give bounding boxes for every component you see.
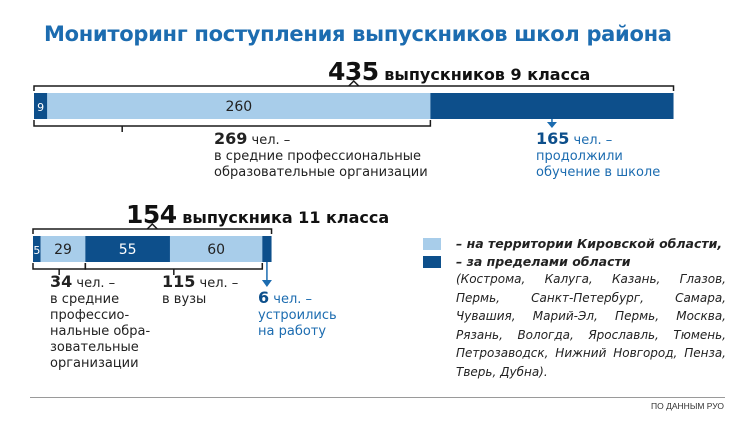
- legend-label-in-region: – на территории Кировской области,: [456, 236, 723, 251]
- grade9-bar-label-0: 9: [37, 101, 44, 114]
- source-note: ПО ДАННЫМ РУО: [651, 401, 724, 411]
- grade9-school-line3: обучение в школе: [536, 165, 661, 180]
- grade11-headline: 154 выпускника 11 класса: [126, 200, 389, 229]
- legend-swatch-outside-region: [423, 256, 441, 268]
- grade11-work-line2: устроились: [258, 308, 337, 323]
- grade9-college-line1: чел. –: [251, 133, 291, 148]
- grade11-bar-label-2: 55: [119, 242, 137, 258]
- grade11-work-number: 6: [258, 288, 270, 307]
- grade11-university-number: 115: [162, 272, 196, 291]
- grade11-annotation-work: 6 чел. – устроились на работу: [258, 290, 337, 340]
- grade9-bar-segment-0: [34, 93, 48, 119]
- grade11-bar-segment-0: [33, 236, 41, 262]
- grade9-annotation-school: 165 чел. – продолжили обучение в школе: [536, 131, 660, 181]
- grade11-college-line6: организации: [50, 356, 139, 371]
- grade11-bar-label-0: 5: [33, 244, 40, 257]
- grade11-college-line3: профессио-: [50, 308, 130, 323]
- grade9-school-arrow-head: [546, 122, 557, 128]
- grade11-bar-segment-3: [169, 236, 263, 262]
- grade11-college-line2: в средние: [50, 292, 120, 307]
- grade11-work-line1: чел. –: [273, 292, 313, 307]
- grade9-bar-label-1: 260: [225, 99, 252, 115]
- grade11-college-line5: зовательные: [50, 340, 139, 355]
- grade11-bar-segment-4: [262, 236, 272, 262]
- grade9-annotation-college: 269 чел. – в средние профессиональные об…: [214, 131, 428, 181]
- legend-swatch-in-region: [423, 238, 441, 250]
- grade9-headline: 435 выпускников 9 класса: [328, 57, 590, 86]
- grade11-bar-label-1: 29: [54, 242, 72, 258]
- grade11-total-bracket-peak: [146, 222, 158, 230]
- grade11-college-line1: чел. –: [76, 276, 116, 291]
- grade9-college-line3: образовательные организации: [214, 165, 428, 180]
- grade9-bar-segment-1: [47, 93, 431, 119]
- grade11-work-line3: на работу: [258, 324, 327, 339]
- grade9-headline-text: выпускников 9 класса: [384, 65, 591, 84]
- grade11-college-bracket: [32, 263, 87, 270]
- grade9-school-line1: чел. –: [573, 133, 613, 148]
- grade11-headline-text: выпускника 11 класса: [182, 208, 390, 227]
- grade9-school-line2: продолжили: [536, 149, 623, 164]
- grade9-bar-segment-2: [430, 93, 674, 119]
- grade9-college-line2: в средние профессиональные: [214, 149, 421, 164]
- grade11-bar-label-3: 60: [207, 242, 225, 258]
- grade11-annotation-college: 34 чел. – в средние профессио- нальные о…: [50, 274, 150, 372]
- grade9-total-bracket: [33, 85, 675, 91]
- grade11-work-arrow-head: [261, 280, 272, 287]
- grade11-college-number: 34: [50, 272, 73, 291]
- source-divider: [30, 397, 725, 398]
- grade11-annotation-university: 115 чел. – в вузы: [162, 274, 238, 308]
- legend-places-list: (Кострома, Калуга, Казань, Глазов, Пермь…: [456, 272, 726, 379]
- grade11-university-line1: чел. –: [199, 276, 239, 291]
- grade11-university-line2: в вузы: [162, 292, 207, 307]
- grade11-total-bracket: [32, 228, 273, 234]
- grade9-total-bracket-peak: [348, 79, 360, 87]
- grade9-school-number: 165: [536, 129, 570, 148]
- grade11-bar-segment-2: [85, 236, 170, 262]
- chart-title: Мониторинг поступления выпускников школ …: [44, 22, 672, 46]
- grade9-college-number: 269: [214, 129, 248, 148]
- grade11-college-line4: нальные обра-: [50, 324, 151, 339]
- grade11-university-bracket: [84, 263, 264, 270]
- legend-label-outside-region: – за пределами области: [456, 254, 631, 269]
- grade11-bar-segment-1: [40, 236, 86, 262]
- grade9-college-bracket: [33, 120, 432, 127]
